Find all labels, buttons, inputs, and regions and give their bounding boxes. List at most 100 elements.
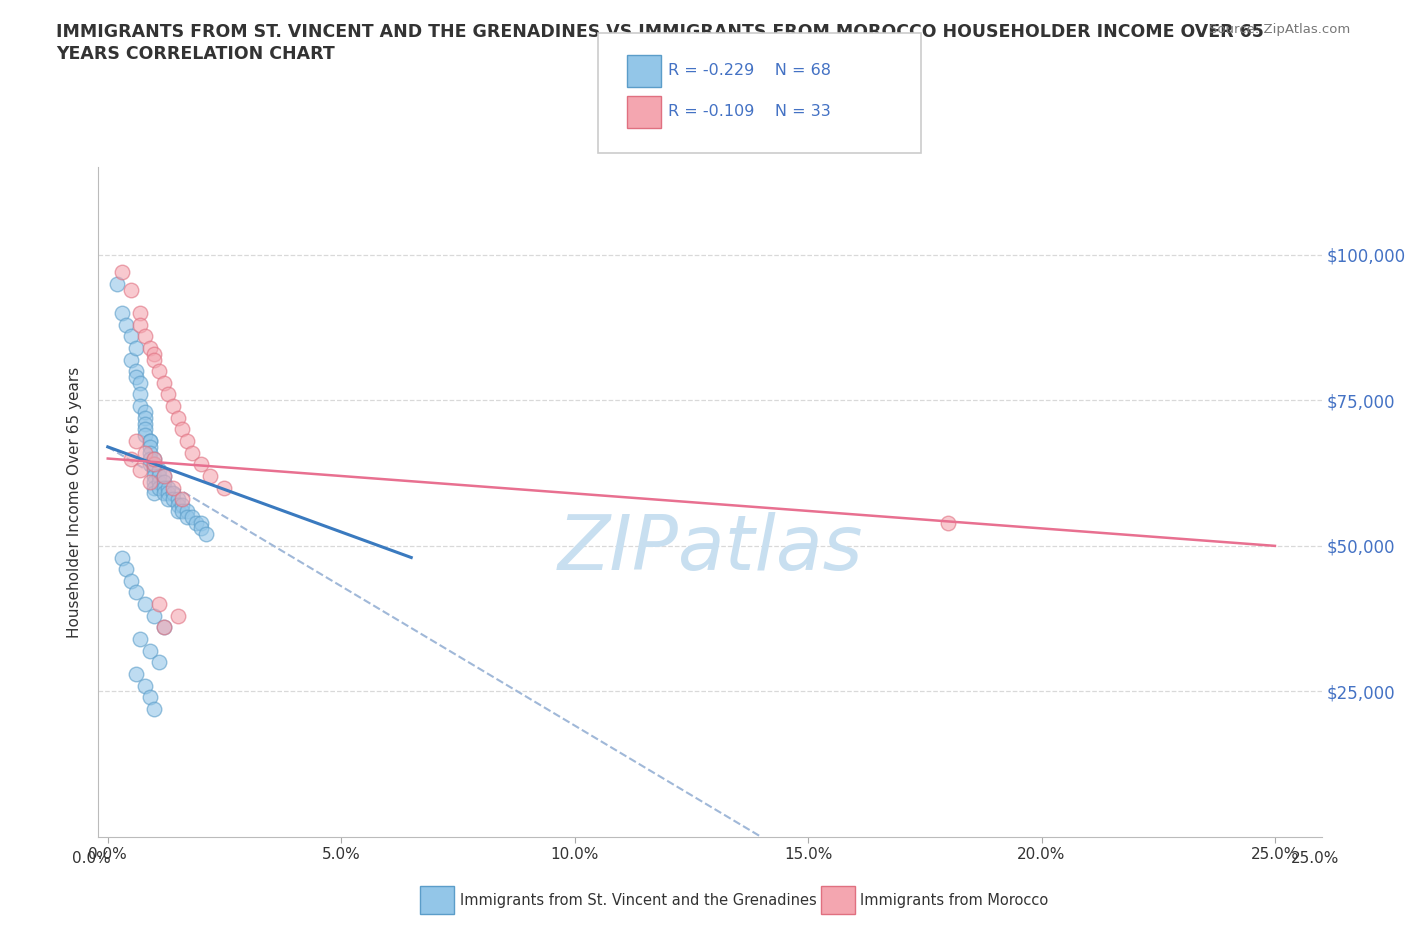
Point xyxy=(129,631,152,646)
Point xyxy=(129,463,152,478)
Point xyxy=(120,574,142,589)
Point xyxy=(143,608,166,623)
Point xyxy=(129,306,152,321)
Point xyxy=(139,644,162,658)
Point xyxy=(134,597,156,612)
Point xyxy=(143,457,166,472)
Text: 0.0%: 0.0% xyxy=(72,851,111,866)
Point xyxy=(143,451,166,466)
Point xyxy=(129,399,152,414)
Point xyxy=(148,474,170,489)
Point xyxy=(143,457,166,472)
Point xyxy=(148,463,170,478)
Point xyxy=(166,410,188,425)
Point xyxy=(176,503,198,518)
Point xyxy=(139,440,162,455)
Point xyxy=(139,451,162,466)
Point xyxy=(134,410,156,425)
Point xyxy=(172,492,194,507)
Point xyxy=(152,469,174,484)
Point xyxy=(157,480,180,495)
Point xyxy=(152,486,174,501)
Point xyxy=(129,317,152,332)
Point xyxy=(180,445,202,460)
Point xyxy=(172,422,194,437)
Point xyxy=(152,474,174,489)
Text: 25.0%: 25.0% xyxy=(1291,851,1339,866)
Point xyxy=(166,498,188,512)
Point xyxy=(139,433,162,448)
Point xyxy=(936,515,959,530)
Point xyxy=(125,667,148,682)
Point xyxy=(166,608,188,623)
Text: R = -0.229    N = 68: R = -0.229 N = 68 xyxy=(668,63,831,78)
Point xyxy=(200,469,222,484)
Point xyxy=(120,352,142,367)
Text: R = -0.109    N = 33: R = -0.109 N = 33 xyxy=(668,104,831,119)
Point xyxy=(172,498,194,512)
Text: ZIPatlas: ZIPatlas xyxy=(557,512,863,586)
Point xyxy=(125,433,148,448)
Point xyxy=(190,457,212,472)
Point xyxy=(139,690,162,705)
Point xyxy=(180,510,202,525)
Point xyxy=(190,515,212,530)
Point xyxy=(129,376,152,391)
Point xyxy=(162,486,184,501)
Point xyxy=(176,433,198,448)
Point xyxy=(125,364,148,379)
Point xyxy=(157,387,180,402)
Point xyxy=(152,480,174,495)
Point xyxy=(214,480,236,495)
Point xyxy=(148,364,170,379)
Point xyxy=(143,346,166,361)
Point xyxy=(143,474,166,489)
Text: Immigrants from St. Vincent and the Grenadines: Immigrants from St. Vincent and the Gren… xyxy=(460,893,817,908)
Point xyxy=(139,457,162,472)
Point xyxy=(111,265,134,280)
Point xyxy=(143,480,166,495)
Point xyxy=(139,445,162,460)
Point xyxy=(162,492,184,507)
Point xyxy=(115,562,138,577)
Point xyxy=(143,451,166,466)
Point xyxy=(111,306,134,321)
Point xyxy=(172,503,194,518)
Point xyxy=(186,515,208,530)
Point xyxy=(134,422,156,437)
Point xyxy=(157,492,180,507)
Point xyxy=(190,521,212,536)
Point xyxy=(134,405,156,419)
Point xyxy=(152,620,174,635)
Point xyxy=(134,445,156,460)
Text: YEARS CORRELATION CHART: YEARS CORRELATION CHART xyxy=(56,45,335,62)
Point xyxy=(134,329,156,344)
Point xyxy=(152,469,174,484)
Point xyxy=(143,352,166,367)
Point xyxy=(125,340,148,355)
Point xyxy=(143,701,166,716)
Point xyxy=(152,620,174,635)
Point xyxy=(162,480,184,495)
Point xyxy=(143,486,166,501)
Point xyxy=(194,526,217,541)
Point xyxy=(176,510,198,525)
Text: Immigrants from Morocco: Immigrants from Morocco xyxy=(860,893,1049,908)
Point xyxy=(125,369,148,384)
Text: IMMIGRANTS FROM ST. VINCENT AND THE GRENADINES VS IMMIGRANTS FROM MOROCCO HOUSEH: IMMIGRANTS FROM ST. VINCENT AND THE GREN… xyxy=(56,23,1264,41)
Point xyxy=(134,428,156,443)
Point xyxy=(105,276,128,291)
Point xyxy=(162,399,184,414)
Point xyxy=(125,585,148,600)
Point xyxy=(111,550,134,565)
Point xyxy=(134,678,156,693)
Point xyxy=(115,317,138,332)
Point xyxy=(139,474,162,489)
Point xyxy=(148,469,170,484)
Point xyxy=(143,463,166,478)
Point xyxy=(148,597,170,612)
Point xyxy=(139,433,162,448)
Point xyxy=(120,329,142,344)
Point xyxy=(152,376,174,391)
Point xyxy=(120,282,142,297)
